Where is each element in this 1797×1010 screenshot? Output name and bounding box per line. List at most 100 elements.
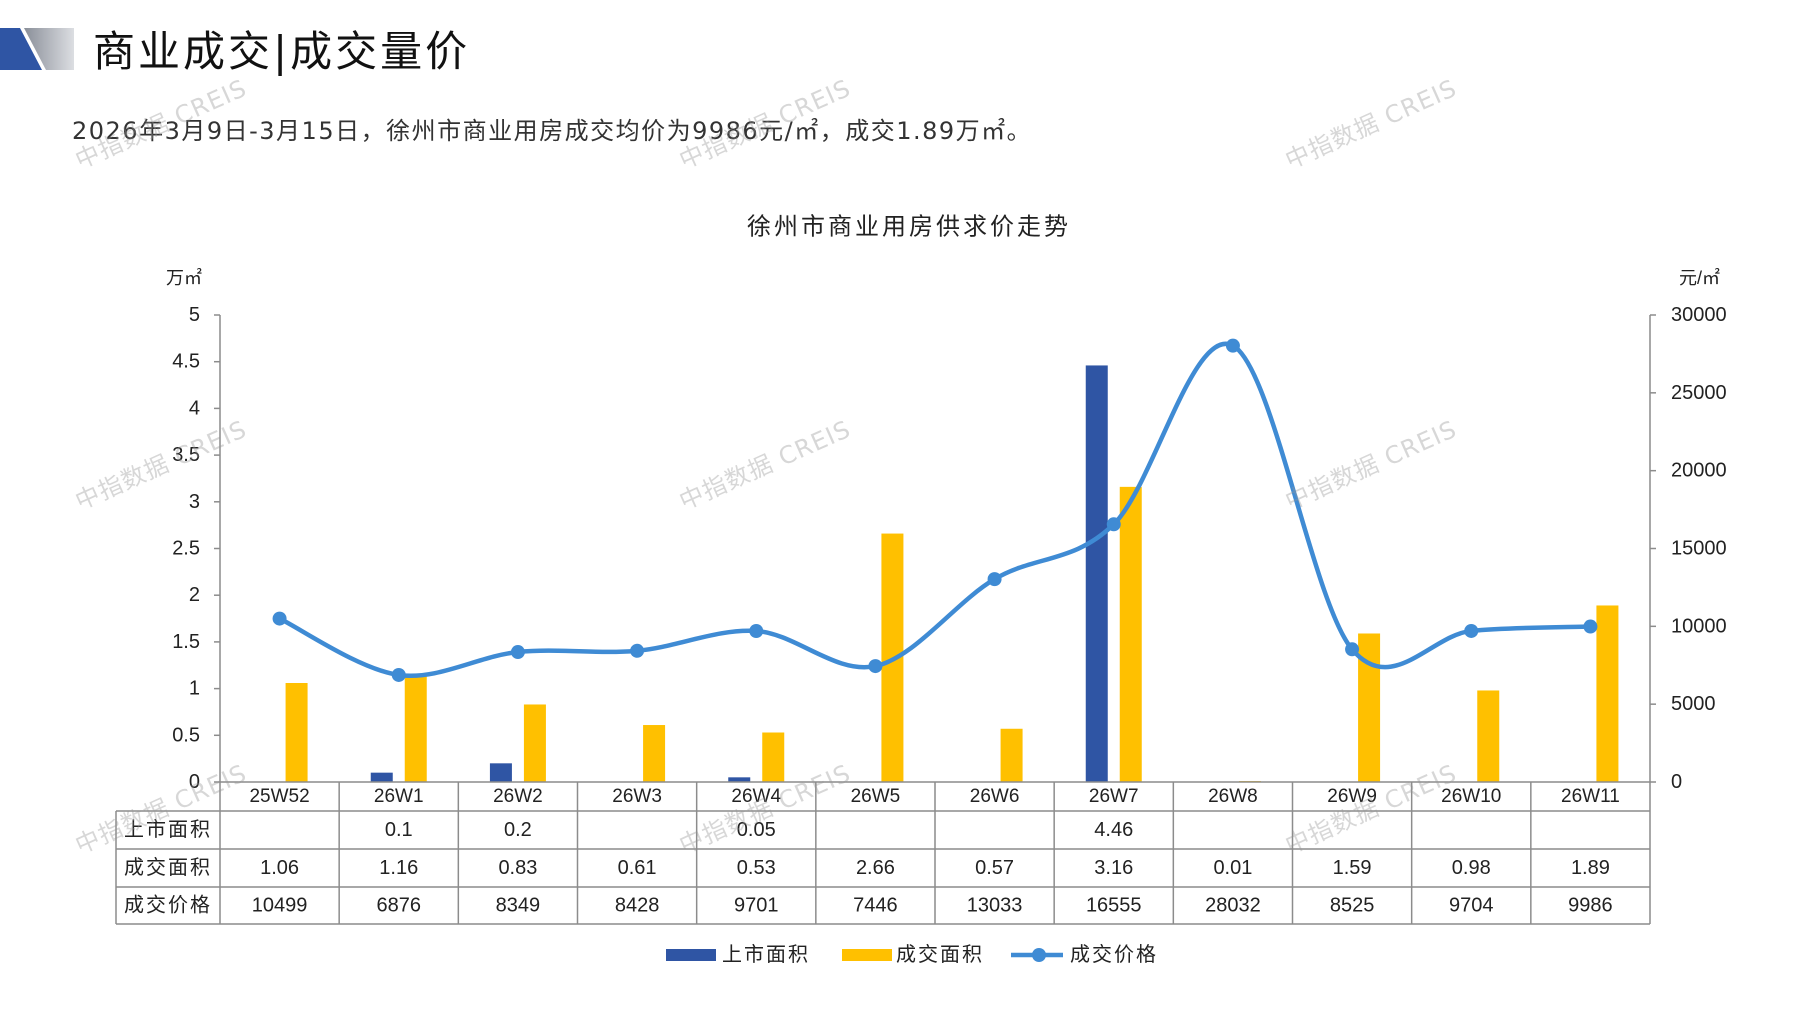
transaction-area-bar: [285, 683, 308, 782]
transaction-price-marker: [272, 611, 287, 626]
listed-area-table-cell: 0.2: [504, 819, 532, 841]
left-axis-tick-label: 3: [189, 491, 200, 513]
legend-marker-transaction-price: [1032, 948, 1046, 962]
transaction-price-table-cell: 9701: [734, 895, 779, 917]
left-axis-unit: 万㎡: [166, 267, 202, 288]
transaction-area-table-cell: 1.59: [1333, 857, 1372, 879]
transaction-area-table-cell: 0.61: [618, 857, 657, 879]
listed-area-table-cell: 0.05: [737, 819, 776, 841]
transaction-area-bar: [762, 732, 785, 782]
brand-logo-icon: [0, 28, 74, 70]
category-label: 26W11: [1561, 786, 1620, 807]
listed-area-table-cell: 0.1: [385, 819, 413, 841]
category-label: 26W10: [1441, 786, 1501, 807]
category-label: 25W52: [249, 786, 309, 807]
transaction-price-table-cell: 10499: [252, 895, 308, 917]
transaction-price-table-cell: 8525: [1330, 895, 1375, 917]
legend: 上市面积 成交面积 成交价格: [666, 943, 1158, 966]
transaction-price-table-cell: 8349: [496, 895, 541, 917]
transaction-area-bar: [1119, 486, 1142, 782]
listed-area-bar: [1085, 365, 1108, 782]
right-axis-tick-label: 25000: [1671, 382, 1727, 404]
chart-title: 徐州市商业用房供求价走势: [747, 214, 1071, 241]
data-table: 25W52 26W1 26W2 26W3 26W4 26W5 26W6 26W7 26W8 26W…: [115, 781, 1651, 925]
transaction-area-table-cell: 2.66: [856, 857, 895, 879]
transaction-price-marker: [1106, 517, 1121, 532]
transaction-price-table-cell: 28032: [1205, 895, 1261, 917]
left-axis-tick-label: 0: [189, 771, 200, 793]
category-label: 26W5: [851, 786, 901, 807]
transaction-price-table-cell: 9704: [1449, 895, 1494, 917]
listed-area-bar: [489, 763, 512, 782]
transaction-price-table-cell: 9986: [1568, 895, 1613, 917]
transaction-price-table-cell: 8428: [615, 895, 660, 917]
listed-area-bar: [728, 777, 751, 782]
right-axis-tick-label: 30000: [1671, 304, 1727, 326]
right-axis-tick-label: 15000: [1671, 538, 1727, 560]
summary-text: 2026年3月9日-3月15日，徐州市商业用房成交均价为9986元/㎡，成交1.…: [72, 117, 1033, 145]
legend-label-listed-area: 上市面积: [722, 943, 810, 966]
transaction-area-table-cell: 0.98: [1452, 857, 1491, 879]
transaction-price-table-cell: 13033: [967, 895, 1023, 917]
left-axis-tick-label: 4: [189, 397, 200, 419]
category-label: 26W6: [970, 786, 1020, 807]
category-label: 26W8: [1208, 786, 1258, 807]
category-label: 26W2: [493, 786, 543, 807]
transaction-area-table-cell: 0.57: [975, 857, 1014, 879]
transaction-price-line: [277, 341, 1593, 679]
transaction-price-marker: [1583, 619, 1598, 634]
price-line-series: [272, 338, 1598, 682]
transaction-area-table-cell: 0.01: [1213, 857, 1252, 879]
left-axis-tick-label: 0.5: [172, 724, 200, 746]
right-axis-tick-label: 0: [1671, 771, 1682, 793]
transaction-area-table-cell: 1.16: [379, 857, 418, 879]
bar-series: [285, 365, 1619, 782]
category-label: 26W9: [1327, 786, 1377, 807]
left-axis-tick-label: 4.5: [172, 351, 200, 373]
transaction-price-marker: [868, 659, 883, 674]
transaction-price-marker: [1225, 338, 1240, 353]
transaction-area-table-cell: 0.83: [498, 857, 537, 879]
legend-swatch-listed-area: [666, 949, 716, 961]
right-axis-unit: 元/㎡: [1679, 267, 1720, 288]
right-axis-tick-label: 20000: [1671, 460, 1727, 482]
left-axis-tick-label: 5: [189, 304, 200, 326]
transaction-area-bar: [1000, 728, 1023, 782]
transaction-price-marker: [1464, 623, 1479, 638]
legend-label-transaction-area: 成交面积: [896, 943, 984, 966]
table-row-label: 成交价格: [124, 894, 212, 917]
table-row-label: 成交面积: [124, 856, 212, 879]
transaction-area-bar: [404, 673, 427, 782]
transaction-area-bar: [643, 725, 666, 782]
transaction-area-table-cell: 1.89: [1571, 857, 1610, 879]
transaction-area-table-cell: 3.16: [1094, 857, 1133, 879]
transaction-area-bar: [1358, 633, 1381, 782]
left-axis-tick-label: 3.5: [172, 444, 200, 466]
category-label: 26W7: [1089, 786, 1139, 807]
transaction-price-table-cell: 6876: [377, 895, 422, 917]
listed-area-table-cell: 4.46: [1094, 819, 1133, 841]
left-axis-tick-label: 2: [189, 584, 200, 606]
legend-label-transaction-price: 成交价格: [1070, 943, 1158, 966]
transaction-price-marker: [630, 643, 645, 658]
transaction-price-table-cell: 16555: [1086, 895, 1142, 917]
transaction-price-marker: [391, 667, 406, 682]
transaction-area-table-cell: 0.53: [737, 857, 776, 879]
legend-swatch-transaction-area: [842, 949, 892, 961]
right-axis-tick-label: 10000: [1671, 615, 1727, 637]
transaction-price-marker: [510, 645, 525, 660]
table-row-label: 上市面积: [124, 818, 212, 841]
transaction-price-marker: [987, 572, 1002, 587]
right-axis-tick-label: 5000: [1671, 693, 1716, 715]
category-label: 26W1: [374, 786, 424, 807]
category-label: 26W3: [612, 786, 662, 807]
listed-area-bar: [370, 772, 393, 782]
transaction-area-bar: [1596, 605, 1619, 782]
page-title: 商业成交|成交量价: [93, 27, 471, 76]
transaction-price-table-cell: 7446: [853, 895, 898, 917]
left-axis-tick-label: 1: [189, 678, 200, 700]
transaction-area-bar: [1477, 690, 1500, 782]
left-axis-tick-label: 2.5: [172, 538, 200, 560]
